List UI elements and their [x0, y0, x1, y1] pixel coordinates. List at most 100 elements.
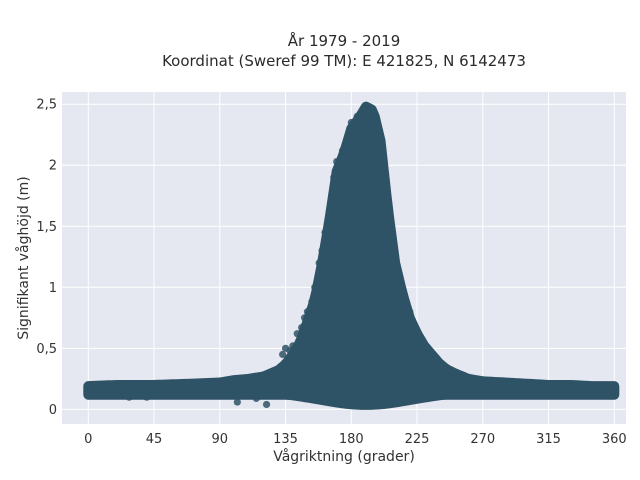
data-point: [501, 378, 509, 387]
data-point: [248, 376, 256, 384]
data-point: [330, 173, 338, 182]
data-point: [523, 381, 531, 389]
data-point: [111, 389, 119, 398]
data-point: [423, 344, 431, 352]
data-point: [344, 131, 352, 139]
data-point: [308, 298, 316, 306]
data-point: [223, 387, 231, 395]
data-point: [128, 382, 136, 390]
data-point: [293, 330, 301, 338]
data-point: [341, 155, 350, 163]
data-point: [325, 208, 333, 216]
x-tick-label: 225: [405, 432, 430, 447]
data-point: [406, 308, 414, 316]
data-point: [385, 228, 393, 236]
data-point: [388, 247, 396, 255]
y-tick-label: 0: [49, 403, 57, 418]
data-point: [397, 283, 405, 291]
data-point: [154, 381, 163, 389]
data-point: [511, 382, 519, 390]
data-point: [391, 265, 399, 273]
data-point: [160, 391, 168, 399]
data-point: [135, 387, 144, 395]
data-point: [318, 247, 326, 255]
data-point: [596, 381, 604, 389]
tick-labels: 0 45 90 135 180 225 270 315 360 0 0,5 1 1,5 2 2,5: [36, 98, 626, 447]
chart-subtitle: Koordinat (Sweref 99 TM): E 421825, N 61…: [162, 52, 526, 70]
y-tick-label: 1,5: [36, 220, 57, 235]
data-point: [216, 383, 224, 391]
data-point: [413, 326, 421, 334]
data-point: [578, 383, 586, 391]
data-point: [125, 393, 133, 401]
x-tick-label: 90: [212, 432, 229, 447]
data-point: [530, 391, 538, 399]
data-point: [400, 293, 408, 301]
x-tick-label: 315: [536, 432, 561, 447]
chart-title: År 1979 - 2019: [288, 31, 401, 50]
data-point: [537, 385, 545, 393]
x-tick-label: 180: [339, 432, 364, 447]
data-point: [336, 161, 344, 169]
point-cloud-lower-band: [231, 389, 516, 410]
x-tick-label: 270: [470, 432, 495, 447]
data-point: [279, 350, 287, 359]
data-point: [435, 364, 443, 372]
data-point: [274, 366, 282, 374]
x-tick-label: 135: [273, 432, 298, 447]
y-tick-label: 0,5: [36, 342, 57, 357]
x-tick-label: 0: [84, 432, 92, 447]
data-point: [238, 381, 246, 389]
data-point: [444, 366, 452, 374]
data-point: [338, 146, 347, 155]
data-point: [233, 398, 241, 406]
data-point: [102, 383, 110, 391]
data-point: [471, 378, 480, 387]
data-point: [371, 118, 379, 127]
data-point: [300, 314, 309, 322]
data-point: [89, 391, 97, 399]
data-point: [321, 228, 329, 236]
data-point: [588, 386, 596, 394]
data-point: [409, 317, 417, 326]
data-point: [610, 389, 618, 398]
data-point: [374, 131, 382, 139]
data-point: [94, 386, 103, 394]
data-point: [490, 377, 499, 385]
data-point: [143, 393, 151, 401]
y-tick-label: 1: [49, 281, 57, 296]
data-point: [210, 380, 218, 388]
data-points: [83, 101, 620, 410]
data-point: [257, 377, 265, 385]
data-point: [610, 383, 618, 391]
data-point: [289, 342, 297, 350]
data-point: [116, 385, 125, 393]
data-point: [184, 388, 192, 396]
data-point: [379, 179, 388, 188]
data-point: [479, 380, 487, 388]
data-point: [356, 115, 364, 123]
data-point: [350, 125, 358, 133]
data-point: [169, 386, 177, 394]
data-point: [268, 374, 277, 382]
data-point: [347, 118, 355, 127]
data-point: [311, 283, 319, 291]
data-point: [242, 391, 250, 399]
y-tick-label: 2,5: [36, 98, 57, 113]
data-point: [175, 382, 183, 390]
data-point: [368, 110, 376, 118]
x-axis-title: Vågriktning (grader): [273, 448, 415, 465]
data-point: [394, 271, 402, 279]
data-point: [252, 394, 260, 402]
data-point: [303, 308, 312, 316]
y-axis-title: Signifikant våghöjd (m): [15, 176, 32, 339]
data-point: [315, 259, 323, 267]
data-point: [376, 149, 385, 157]
data-point: [603, 388, 611, 396]
data-point: [432, 356, 440, 365]
data-point: [457, 374, 465, 382]
data-point: [464, 375, 472, 383]
data-point: [262, 400, 271, 409]
